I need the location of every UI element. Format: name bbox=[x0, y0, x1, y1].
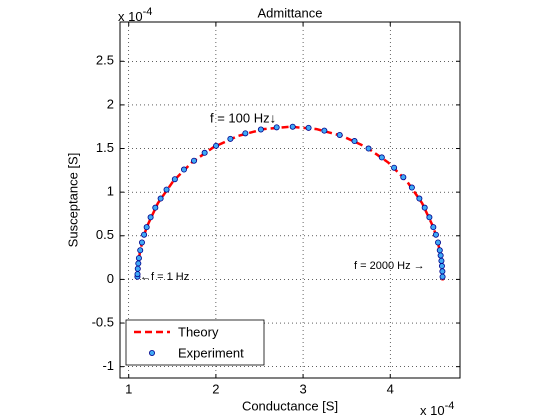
experiment-point bbox=[438, 263, 445, 270]
experiment-point bbox=[336, 131, 343, 138]
experiment-point bbox=[138, 239, 145, 246]
experiment-point bbox=[408, 184, 415, 191]
experiment-point bbox=[391, 164, 398, 171]
experiment-point bbox=[201, 149, 208, 156]
y-tick-label: 2 bbox=[107, 96, 114, 111]
experiment-point bbox=[191, 157, 198, 164]
annotation: f = 2000 Hz → bbox=[354, 260, 425, 272]
y-exponent: x 10-4 bbox=[118, 6, 152, 25]
experiment-point bbox=[430, 224, 437, 231]
experiment-point bbox=[242, 130, 249, 137]
x-tick-label: 3 bbox=[299, 381, 306, 396]
experiment-point bbox=[180, 166, 187, 173]
y-exponent-power: -4 bbox=[143, 6, 153, 18]
y-tick-label: -0.5 bbox=[92, 314, 114, 329]
chart-title: Admittance bbox=[257, 5, 322, 20]
x-exponent-base: x 10 bbox=[420, 403, 445, 418]
experiment-point bbox=[432, 231, 439, 238]
x-tick-label: 2 bbox=[212, 381, 219, 396]
legend-label: Experiment bbox=[178, 345, 244, 360]
experiment-point bbox=[351, 138, 358, 145]
experiment-point bbox=[438, 257, 445, 264]
experiment-point bbox=[305, 124, 312, 131]
experiment-point bbox=[365, 145, 372, 152]
experiment-point bbox=[421, 204, 428, 211]
experiment-point bbox=[435, 239, 442, 246]
y-tick-label: 1.5 bbox=[96, 140, 114, 155]
y-tick-label: 2.5 bbox=[96, 53, 114, 68]
experiment-point bbox=[378, 154, 385, 161]
experiment-point bbox=[400, 174, 407, 181]
y-exponent-base: x 10 bbox=[118, 9, 143, 24]
experiment-point bbox=[163, 186, 170, 193]
y-tick-label: 0 bbox=[107, 271, 114, 286]
experiment-point bbox=[257, 126, 264, 133]
experiment-point bbox=[152, 204, 159, 211]
x-tick-label: 4 bbox=[387, 381, 394, 396]
plot-area bbox=[120, 22, 460, 378]
x-tick-label: 1 bbox=[125, 381, 132, 396]
experiment-point bbox=[137, 247, 144, 254]
y-tick-label: 1 bbox=[107, 184, 114, 199]
experiment-point bbox=[141, 231, 148, 238]
annotation: ←f = 1 Hz bbox=[140, 271, 189, 283]
legend-box bbox=[125, 319, 265, 366]
experiment-point bbox=[147, 214, 154, 221]
experiment-point bbox=[157, 195, 164, 202]
x-exponent: x 10-4 bbox=[420, 400, 454, 419]
x-exponent-power: -4 bbox=[445, 400, 455, 412]
experiment-point bbox=[439, 273, 446, 280]
experiment-point bbox=[143, 224, 150, 231]
legend-marker bbox=[148, 349, 155, 356]
experiment-point bbox=[135, 260, 142, 267]
y-tick-label: -1 bbox=[102, 358, 114, 373]
experiment-point bbox=[436, 247, 443, 254]
experiment-point bbox=[289, 123, 296, 130]
annotation: f = 100 Hz↓ bbox=[210, 110, 276, 125]
experiment-point bbox=[227, 135, 234, 142]
experiment-point bbox=[426, 214, 433, 221]
y-axis-label: Susceptance [S] bbox=[65, 153, 80, 248]
experiment-point bbox=[439, 268, 446, 275]
y-tick-label: 0.5 bbox=[96, 227, 114, 242]
experiment-point bbox=[273, 124, 280, 131]
experiment-point bbox=[171, 176, 178, 183]
axes-frame bbox=[119, 21, 461, 379]
experiment-point bbox=[135, 255, 142, 262]
legend-label: Theory bbox=[178, 324, 219, 339]
x-axis-label: Conductance [S] bbox=[242, 398, 338, 413]
experiment-point bbox=[213, 142, 220, 149]
experiment-point bbox=[321, 127, 328, 134]
experiment-point bbox=[416, 195, 423, 202]
experiment-point bbox=[437, 252, 444, 259]
